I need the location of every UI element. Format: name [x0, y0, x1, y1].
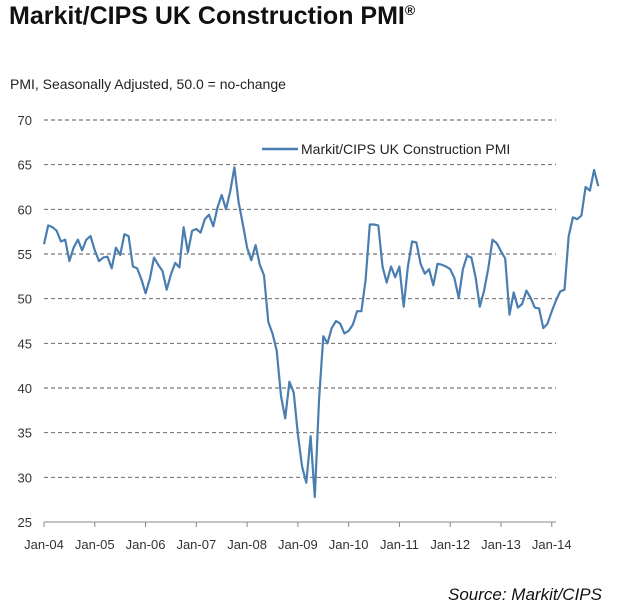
- y-tick-label: 50: [18, 292, 32, 307]
- x-tick-label: Jan-13: [481, 537, 521, 552]
- x-tick-label: Jan-08: [227, 537, 267, 552]
- y-tick-label: 70: [18, 113, 32, 128]
- y-tick-label: 25: [18, 515, 32, 530]
- x-tick-label: Jan-14: [532, 537, 572, 552]
- y-tick-label: 35: [18, 426, 32, 441]
- y-tick-label: 30: [18, 470, 32, 485]
- x-tick-label: Jan-07: [176, 537, 216, 552]
- x-tick-label: Jan-06: [126, 537, 166, 552]
- series-line: [42, 166, 600, 499]
- x-tick-label: Jan-04: [24, 537, 64, 552]
- chart-title: Markit/CIPS UK Construction PMI®: [9, 2, 415, 31]
- y-tick-label: 40: [18, 381, 32, 396]
- legend: Markit/CIPS UK Construction PMI: [262, 141, 510, 157]
- y-axis: 25 30 35 40 45 50 55 60 65 70: [18, 113, 32, 530]
- y-tick-label: 65: [18, 158, 32, 173]
- source-note: Source: Markit/CIPS: [448, 585, 602, 604]
- x-tick-label: Jan-09: [278, 537, 318, 552]
- x-tick-label: Jan-11: [380, 537, 419, 552]
- x-axis: Jan-04 Jan-05 Jan-06 Jan-07 Jan-08 Jan-09 Jan-…: [24, 522, 572, 552]
- x-tick-label: Jan-10: [329, 537, 369, 552]
- chart-title-text: Markit/CIPS UK Construction PMI: [9, 2, 405, 30]
- y-tick-label: 60: [18, 202, 32, 217]
- y-tick-label: 55: [18, 247, 32, 262]
- x-tick-label: Jan-12: [430, 537, 470, 552]
- legend-label: Markit/CIPS UK Construction PMI: [301, 141, 510, 157]
- chart-subtitle: PMI, Seasonally Adjusted, 50.0 = no-chan…: [10, 76, 286, 92]
- registered-mark: ®: [404, 2, 416, 18]
- y-tick-label: 45: [18, 336, 32, 351]
- gridlines: [44, 119, 556, 478]
- x-tick-label: Jan-05: [75, 537, 115, 552]
